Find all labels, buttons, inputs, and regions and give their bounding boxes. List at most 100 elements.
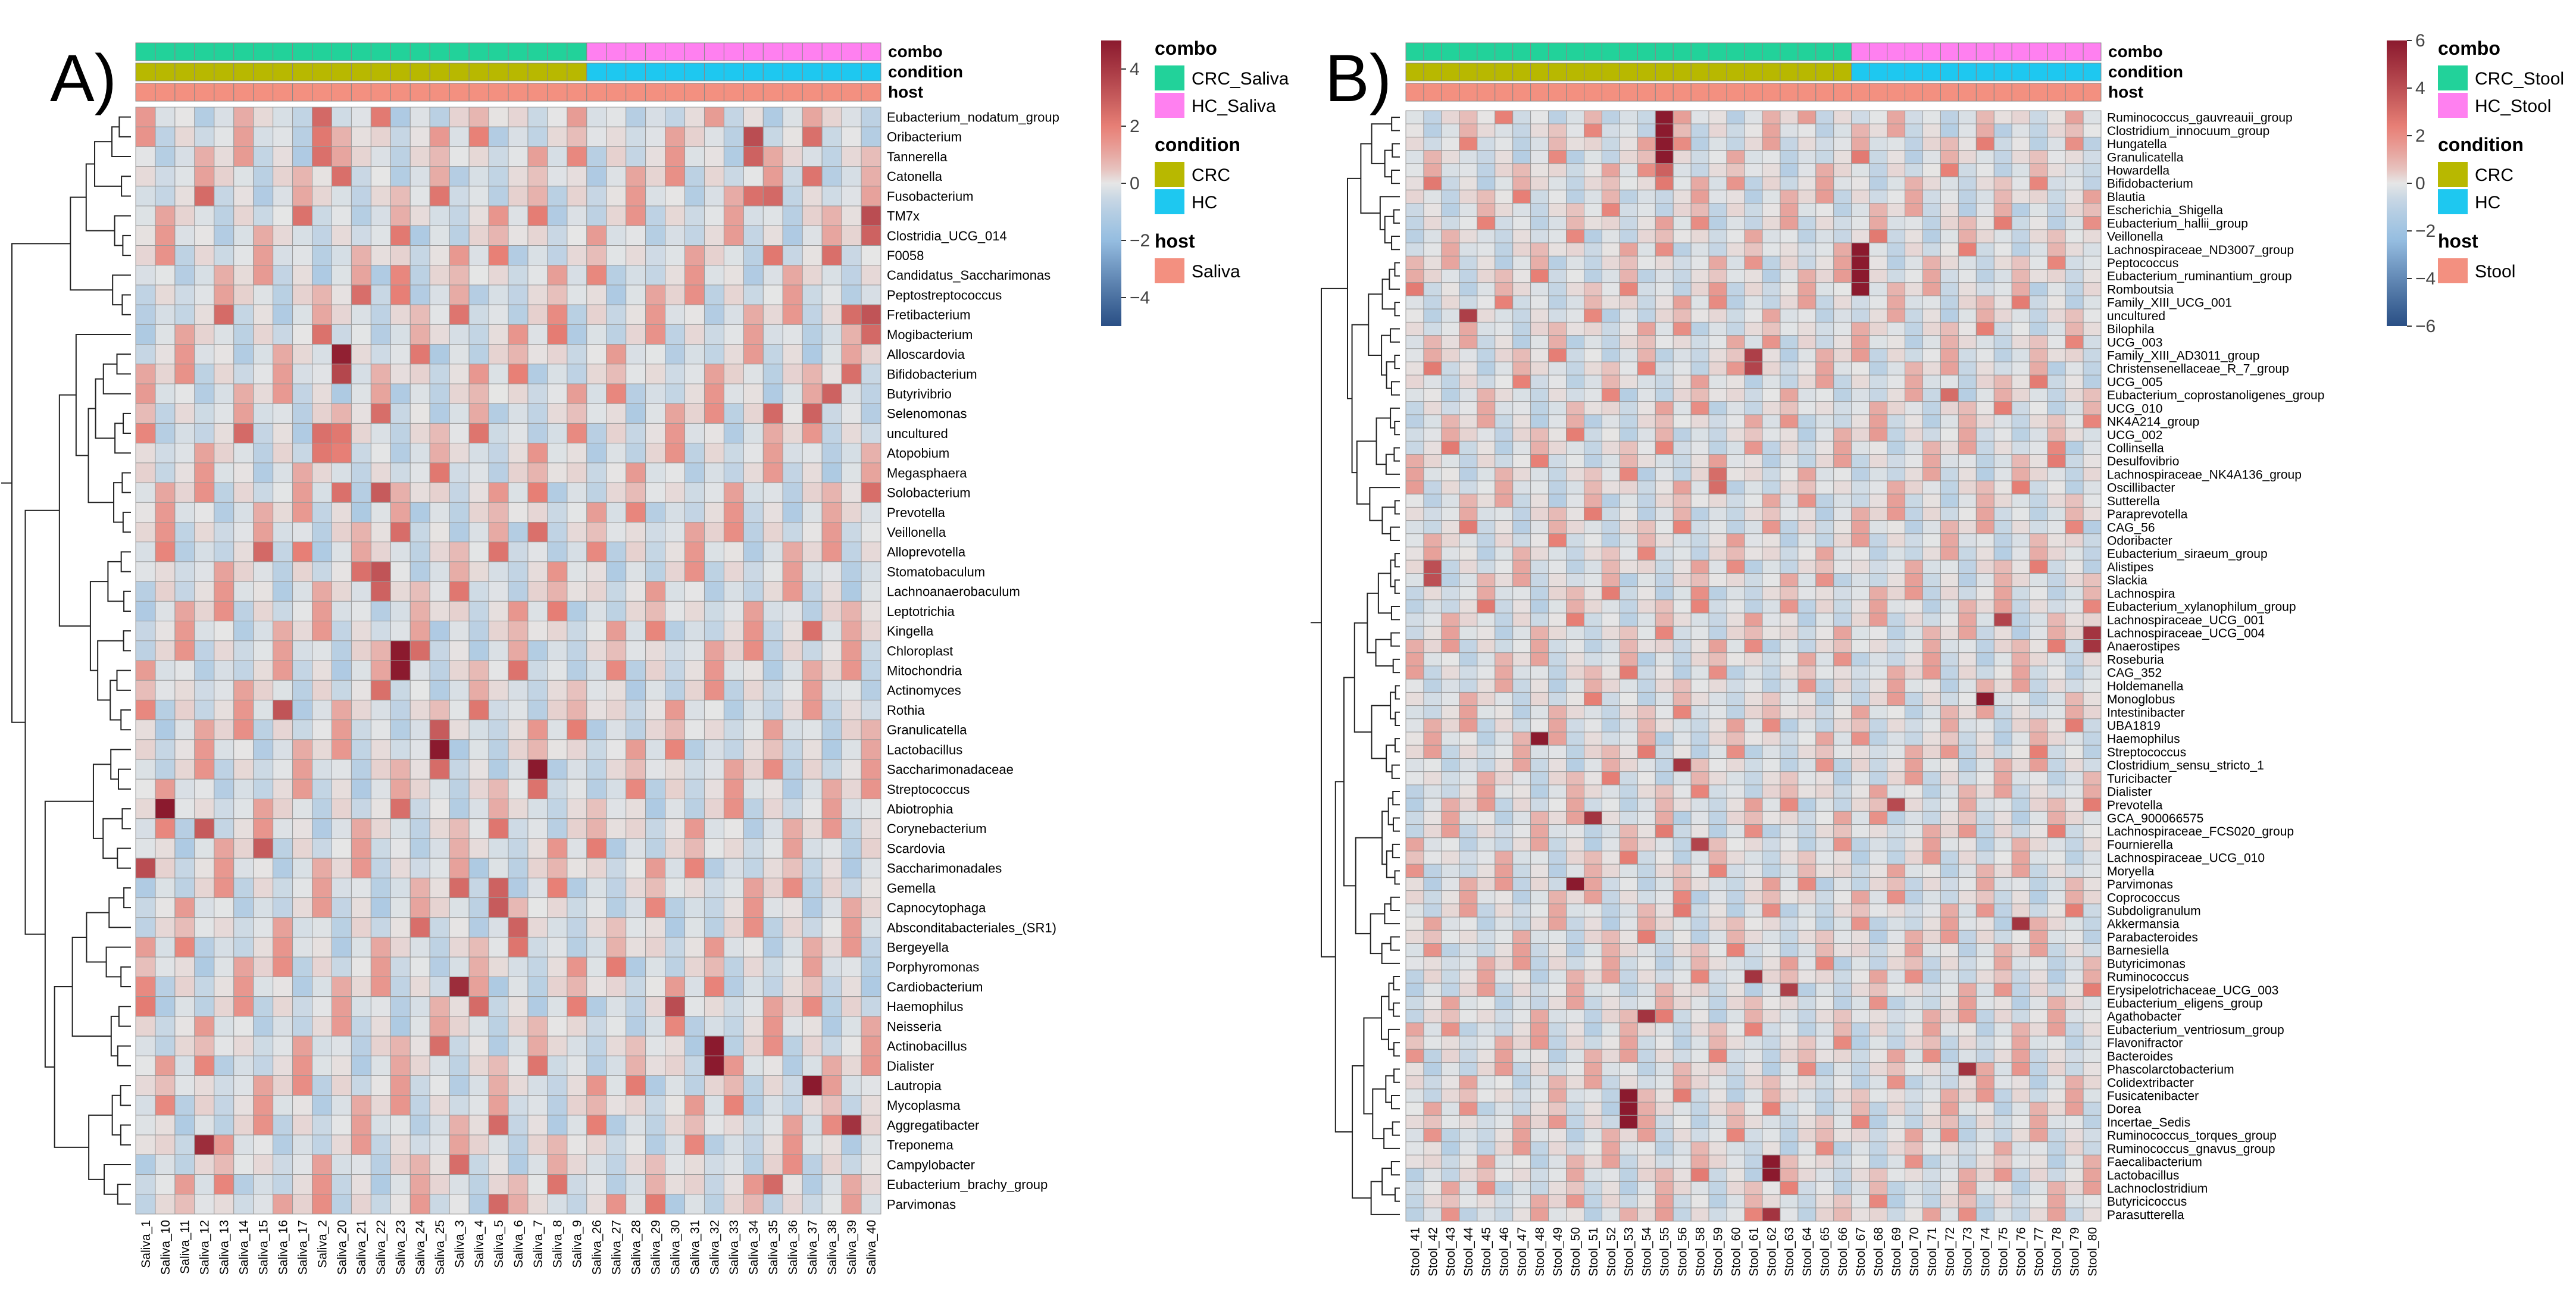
heatmap-cell [174,759,195,780]
heatmap-cell [488,364,509,384]
heatmap-cell [2047,546,2066,561]
heatmap-cell [233,818,254,839]
heatmap-cell [1940,890,1959,905]
heatmap-cell [1833,625,1852,640]
heatmap-cell [802,1194,823,1215]
heatmap-cell [2011,229,2030,243]
heatmap-cell [468,621,489,642]
heatmap-cell [2011,837,2030,852]
scale-tick-label: 4 [1130,60,1140,79]
heatmap-cell [194,383,215,404]
heatmap-cell [1495,824,1514,839]
heatmap-cell [1477,216,1496,230]
heatmap-cell [1619,176,1638,190]
host-annotation-cell [1744,83,1763,102]
heatmap-cell [331,976,352,997]
heatmap-cell [468,205,489,226]
heatmap-cell [665,937,686,958]
heatmap-cell [743,660,764,681]
heatmap-cell [2029,625,2048,640]
heatmap-cell [1441,639,1460,653]
heatmap-cell [1833,916,1852,931]
heatmap-cell [684,462,705,483]
heatmap-cell [233,1035,254,1056]
heatmap-cell [547,166,568,187]
heatmap-cell [1441,506,1460,521]
heatmap-cell [606,561,627,582]
heatmap-cell [1637,506,1656,521]
heatmap-cell [292,1134,313,1155]
heatmap-cell [253,462,274,483]
heatmap-cell [665,640,686,661]
heatmap-cell [174,462,195,483]
heatmap-cell [1512,533,1531,548]
color-scale-bar [1101,40,1121,326]
heatmap-cell [1637,864,1656,878]
heatmap-cell [1637,480,1656,495]
heatmap-cell [1548,216,1567,230]
heatmap-cell [1423,467,1442,481]
heatmap-cell [1405,282,1424,296]
heatmap-cell [821,581,842,602]
heatmap-cell [527,699,548,721]
heatmap-cell [331,897,352,918]
dendrogram-branch [85,163,115,231]
heatmap-cell [1583,811,1602,825]
heatmap-cell [1869,335,1888,349]
heatmap-cell [1495,493,1514,508]
heatmap-cell [1708,903,1727,918]
heatmap-cell [1975,731,1994,746]
heatmap-cell [449,225,470,246]
heatmap-cell [1512,136,1531,151]
heatmap-cell [1512,850,1531,865]
heatmap-cell [547,186,568,207]
heatmap-cell [1922,758,1941,772]
heatmap-cell [468,1134,489,1155]
heatmap-cell [312,838,332,859]
heatmap-cell [1655,493,1674,508]
heatmap-cell [449,917,470,938]
heatmap-cell [468,383,489,404]
heatmap-cell [1815,427,1834,442]
heatmap-cell [1815,771,1834,786]
heatmap-cell [1940,797,1959,812]
heatmap-cell [1512,242,1531,256]
heatmap-cell [508,1154,529,1175]
heatmap-cell [821,423,842,444]
heatmap-cell [762,799,783,819]
heatmap-cell [704,225,724,246]
heatmap-cell [586,719,607,740]
heatmap-cell [1495,652,1514,667]
heatmap-cell [409,581,430,602]
heatmap-cell [1619,493,1638,508]
heatmap-cell [1566,388,1584,402]
heatmap-cell [1672,665,1692,680]
condition-annotation-cell [1993,62,2012,82]
heatmap-cell [1975,705,1994,719]
heatmap-cell [802,877,823,899]
heatmap-cell [1566,348,1584,362]
heatmap-cell [253,542,274,562]
heatmap-cell [1708,864,1727,878]
heatmap-cell [821,600,842,622]
heatmap-cell [1530,797,1549,812]
heatmap-cell [841,660,862,681]
heatmap-cell [1815,189,1834,204]
heatmap-cell [1869,916,1888,931]
heatmap-cell [2083,758,2102,772]
heatmap-cell [1887,308,1906,323]
heatmap-cell [351,364,371,384]
heatmap-cell [1637,189,1656,204]
heatmap-cell [1530,493,1549,508]
heatmap-cell [567,383,587,404]
heatmap-cell [1477,321,1496,336]
heatmap-cell [1601,282,1620,296]
heatmap-cell [1993,678,2012,693]
heatmap-cell [1797,506,1817,521]
heatmap-cell [1797,824,1817,839]
heatmap-cell [1833,203,1852,217]
heatmap-cell [135,245,156,266]
heatmap-cell [1423,533,1442,548]
heatmap-cell [449,502,470,523]
heatmap-cell [626,719,646,740]
